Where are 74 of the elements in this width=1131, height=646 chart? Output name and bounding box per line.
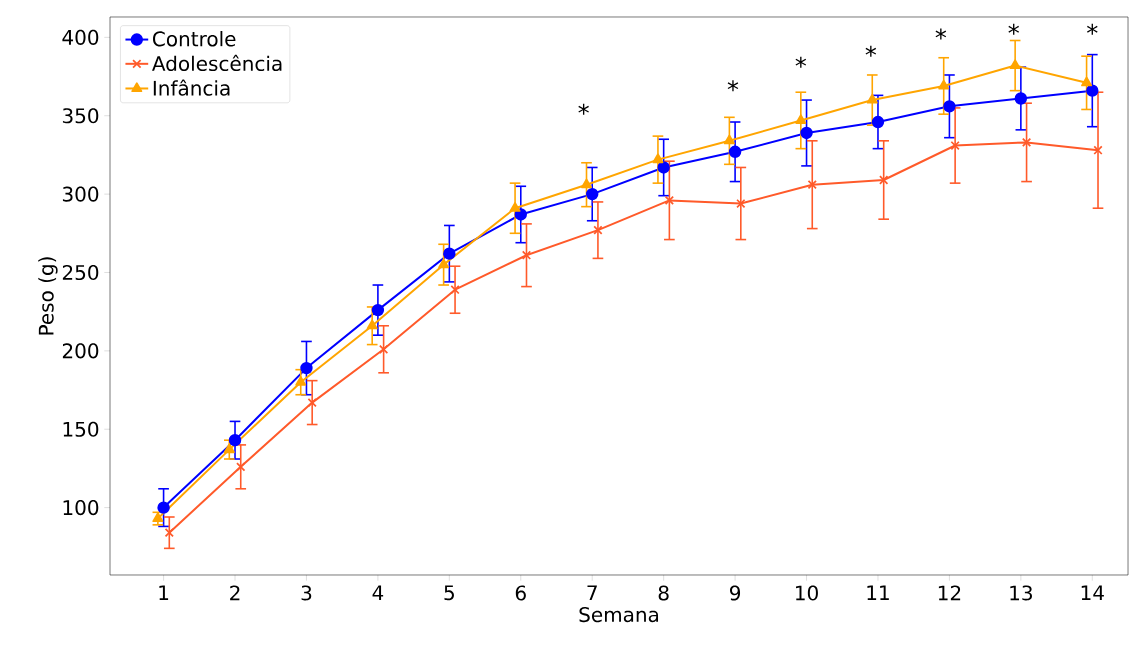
annotation: * xyxy=(1008,23,1020,35)
y-tick-label: 250 xyxy=(62,264,99,281)
point xyxy=(664,195,675,206)
point xyxy=(438,258,450,269)
point xyxy=(366,319,378,330)
y-tick-label: 300 xyxy=(62,186,99,202)
annotation: * xyxy=(865,45,877,57)
point xyxy=(1086,84,1099,97)
point xyxy=(657,161,670,174)
point xyxy=(1009,59,1021,70)
annotation: * xyxy=(578,103,589,115)
point xyxy=(723,134,735,145)
x-tick-label: 13 xyxy=(1010,585,1032,601)
point xyxy=(1021,137,1032,148)
y-axis-title: Peso (g) xyxy=(38,257,58,335)
x-tick-label: 2 xyxy=(230,585,240,601)
legend-label: Infância xyxy=(153,79,230,96)
y-tick-label: 200 xyxy=(62,343,99,359)
x-tick-label: 14 xyxy=(1081,585,1104,600)
point xyxy=(228,433,242,447)
legend-label: Adolescência xyxy=(152,54,282,72)
annotation: * xyxy=(727,80,739,92)
point xyxy=(521,250,532,260)
x-tick-label: 5 xyxy=(444,585,454,601)
x-tick-label: 6 xyxy=(515,585,526,601)
point xyxy=(728,145,742,158)
point xyxy=(1081,76,1093,87)
x-tick-label: 1 xyxy=(159,585,169,600)
x-tick-label: 7 xyxy=(587,585,597,600)
x-tick-label: 12 xyxy=(938,585,961,601)
point xyxy=(450,285,460,295)
x-tick-label: 11 xyxy=(867,585,889,600)
annotation: * xyxy=(795,56,807,68)
x-tick-label: 9 xyxy=(729,585,741,601)
point xyxy=(236,462,246,472)
point xyxy=(866,93,878,104)
point xyxy=(586,187,599,201)
point xyxy=(514,208,527,221)
point xyxy=(371,303,385,317)
point xyxy=(943,100,956,113)
point xyxy=(509,202,521,212)
annotation: * xyxy=(1087,23,1098,35)
point xyxy=(307,397,317,408)
legend-label: Controle xyxy=(153,30,236,47)
x-tick-label: 10 xyxy=(796,585,818,601)
x-tick-label: 4 xyxy=(372,585,384,600)
point xyxy=(1014,92,1028,105)
annotation: * xyxy=(935,28,947,40)
point xyxy=(1093,145,1103,155)
point xyxy=(593,225,603,235)
point xyxy=(581,178,592,189)
point xyxy=(938,79,950,90)
point xyxy=(295,376,307,386)
x-tick-label: 8 xyxy=(658,585,669,601)
point xyxy=(807,180,817,190)
point xyxy=(736,198,746,209)
point xyxy=(652,153,664,164)
point xyxy=(378,344,389,354)
x-tick-label: 3 xyxy=(301,585,312,601)
y-tick-label: 100 xyxy=(63,500,99,516)
point xyxy=(800,126,813,140)
point xyxy=(164,528,174,538)
x-axis-title: Semana xyxy=(579,607,659,623)
y-tick-label: 400 xyxy=(62,29,99,45)
y-tick-label: 150 xyxy=(63,421,99,437)
point xyxy=(879,175,889,185)
point xyxy=(300,361,313,375)
y-tick-label: 350 xyxy=(62,108,99,124)
point xyxy=(871,115,885,129)
point xyxy=(223,443,235,454)
point xyxy=(950,140,960,151)
point xyxy=(443,247,456,260)
point xyxy=(157,501,170,514)
point xyxy=(795,114,807,124)
